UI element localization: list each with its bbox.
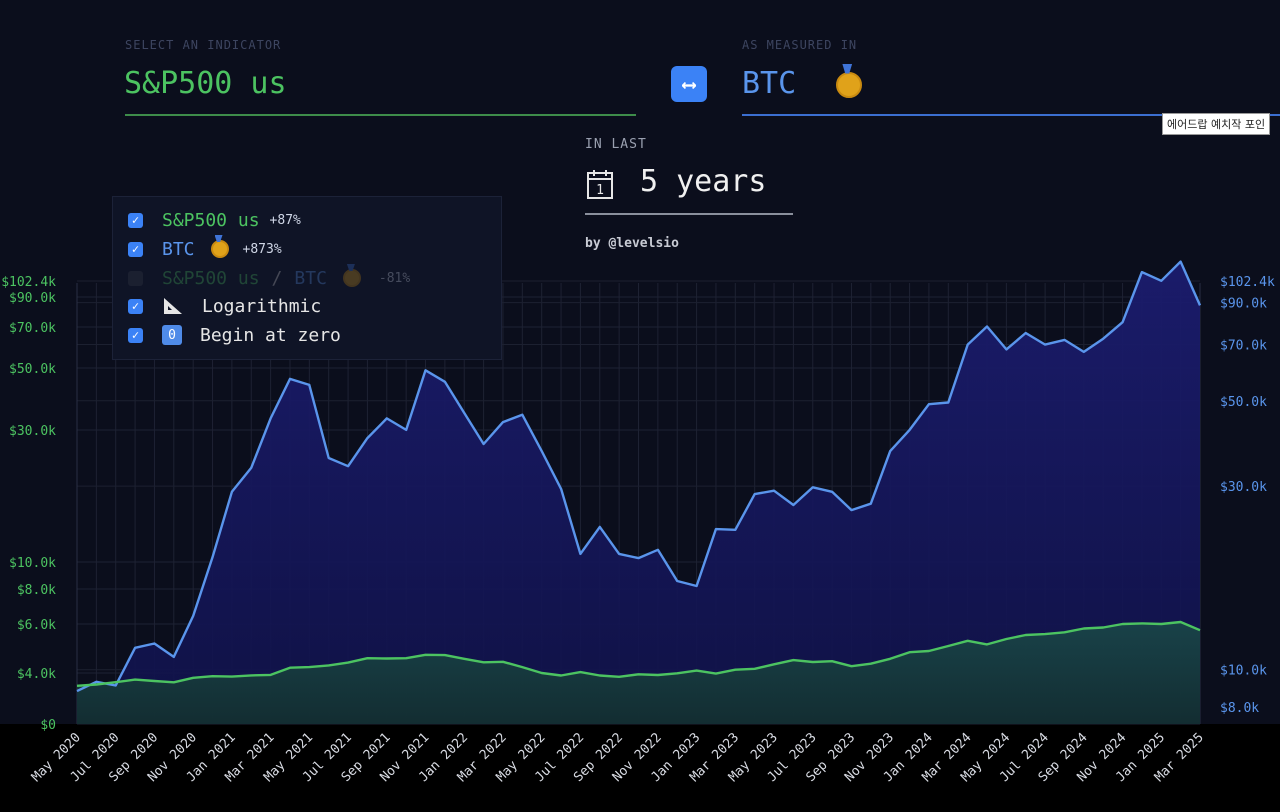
ratio-sep: /: [271, 267, 283, 289]
sp500-checkbox[interactable]: ✓: [128, 212, 143, 228]
ratio-label-a: S&P500 us: [162, 267, 260, 289]
legend-item-btc[interactable]: ✓ BTC +873%: [128, 237, 282, 261]
medal-icon: [210, 240, 229, 258]
zero-checkbox[interactable]: ✓: [128, 327, 143, 343]
calendar-icon: 1: [587, 170, 613, 199]
y-left-tick-label: $102.4k: [1, 275, 56, 290]
y-right-tick-label: $30.0k: [1220, 480, 1267, 495]
y-right-tick-label: $10.0k: [1220, 664, 1267, 679]
measured-underline: [742, 114, 1280, 116]
y-left-tick-label: $10.0k: [9, 556, 56, 571]
btc-area: [77, 261, 1200, 724]
period-select[interactable]: 5 years: [640, 164, 767, 199]
ratio-checkbox[interactable]: [128, 270, 143, 286]
ratio-pct: -81%: [378, 270, 411, 286]
legend-item-sp500[interactable]: ✓ S&P500 us +87%: [128, 208, 301, 232]
zero-keycap-icon: 0: [162, 325, 182, 345]
x-axis-band: [0, 724, 1280, 812]
in-last-label: IN LAST: [585, 137, 647, 152]
zero-label: Begin at zero: [200, 324, 341, 346]
triangle-ruler-icon: [164, 298, 182, 314]
indicator-underline: [125, 114, 636, 116]
btc-label: BTC: [162, 238, 195, 260]
y-left-tick-label: $4.0k: [17, 667, 56, 682]
indicator-label: SELECT AN INDICATOR: [125, 38, 282, 52]
svg-text:1: 1: [596, 183, 604, 198]
sp500-label: S&P500 us: [162, 209, 260, 231]
y-left-tick-label: $70.0k: [9, 321, 56, 336]
y-right-tick-label: $90.0k: [1220, 297, 1267, 312]
medal-icon: [342, 269, 361, 287]
y-right-tick-label: $102.4k: [1220, 275, 1275, 290]
legend-item-zero[interactable]: ✓ 0 Begin at zero: [128, 323, 341, 347]
y-left-tick-label: $90.0k: [9, 291, 56, 306]
y-left-tick-label: $0: [40, 718, 56, 733]
sp500-pct: +87%: [269, 212, 301, 228]
y-left-tick-label: $8.0k: [17, 583, 56, 598]
measured-select[interactable]: BTC: [742, 66, 863, 101]
legend-item-log[interactable]: ✓ Logarithmic: [128, 294, 321, 318]
ratio-label-b: BTC: [294, 267, 327, 289]
log-checkbox[interactable]: ✓: [128, 298, 143, 314]
y-right-tick-label: $50.0k: [1220, 395, 1267, 410]
tooltip: 에어드랍 예치작 포인: [1162, 113, 1271, 135]
log-label: Logarithmic: [202, 295, 322, 317]
swap-arrows-icon: ⟷: [682, 72, 696, 96]
swap-button[interactable]: ⟷: [671, 66, 707, 102]
legend-item-ratio[interactable]: S&P500 us / BTC -81%: [128, 266, 410, 290]
y-right-tick-label: $8.0k: [1220, 701, 1259, 716]
y-left-tick-label: $6.0k: [17, 618, 56, 633]
sp500-line: [76, 620, 1201, 687]
btc-pct: +873%: [242, 241, 282, 257]
indicator-select[interactable]: S&P500 us: [124, 66, 287, 101]
legend-panel: ✓ S&P500 us +87% ✓ BTC +873% S&P500 us /…: [112, 196, 502, 360]
btc-checkbox[interactable]: ✓: [128, 241, 143, 257]
medal-icon: [836, 71, 863, 98]
y-left-tick-label: $30.0k: [9, 424, 56, 439]
y-right-tick-label: $70.0k: [1220, 339, 1267, 354]
byline[interactable]: by @levelsio: [585, 236, 679, 251]
measured-value: BTC: [742, 66, 797, 101]
y-left-tick-label: $50.0k: [9, 362, 56, 377]
period-underline: [585, 213, 793, 215]
measured-label: AS MEASURED IN: [742, 38, 858, 52]
sp500-area: [77, 622, 1200, 724]
btc-line: [76, 260, 1202, 693]
